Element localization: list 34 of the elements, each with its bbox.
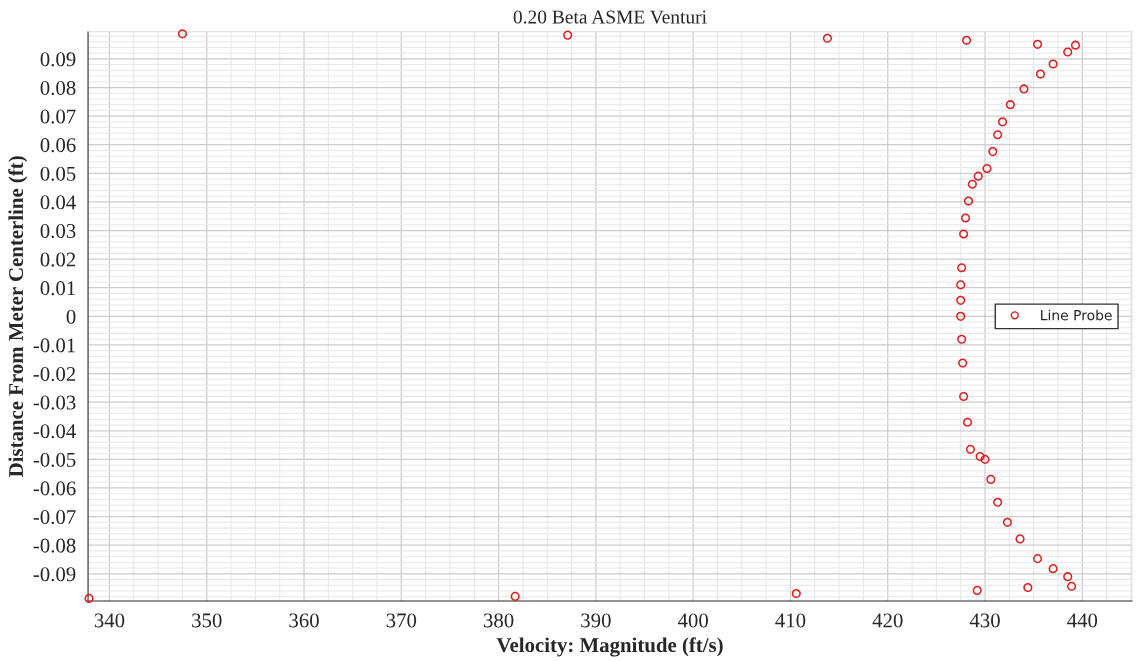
y-tick-label: -0.07	[33, 509, 76, 525]
chart-title: 0.20 Beta ASME Venturi	[513, 10, 707, 24]
y-tick-label: 0	[66, 309, 76, 324]
y-tick-label: 0.02	[40, 252, 76, 267]
y-tick-label: -0.04	[33, 424, 76, 439]
y-tick-label: 0.08	[40, 80, 76, 96]
y-tick-label: -0.03	[33, 395, 76, 410]
x-tick-label: 420	[872, 613, 903, 628]
x-tick-label: 390	[581, 613, 611, 628]
x-tick-label: 340	[94, 613, 125, 628]
x-tick-label: 400	[677, 613, 708, 628]
y-tick-label: 0.05	[40, 166, 76, 181]
y-tick-label: 0.07	[40, 109, 76, 124]
y-tick-label: -0.01	[33, 338, 75, 353]
y-tick-label: -0.08	[33, 538, 76, 553]
y-tick-label: -0.09	[33, 567, 76, 582]
y-tick-label: -0.06	[33, 481, 76, 496]
y-tick-label: -0.02	[33, 366, 76, 382]
y-tick-label: -0.05	[33, 452, 76, 467]
legend-label: Line Probe	[1041, 309, 1112, 321]
y-tick-label: 0.01	[40, 281, 75, 296]
x-tick-label: 380	[483, 613, 514, 628]
x-tick-label: 430	[969, 613, 1000, 628]
y-tick-label: 0.09	[40, 52, 76, 67]
x-tick-label: 440	[1067, 613, 1098, 628]
x-axis-title: Velocity: Magnitude (ft/s)	[496, 637, 723, 657]
y-tick-label: 0.06	[40, 138, 76, 153]
x-tick-label: 410	[775, 613, 806, 628]
x-tick-label: 370	[386, 613, 417, 628]
x-tick-label: 350	[192, 613, 222, 628]
x-tick-label: 360	[289, 613, 319, 628]
y-tick-label: 0.03	[40, 223, 76, 239]
y-tick-label: 0.04	[40, 195, 76, 210]
y-axis-title: Distance From Meter Centerline (ft)	[8, 156, 28, 478]
